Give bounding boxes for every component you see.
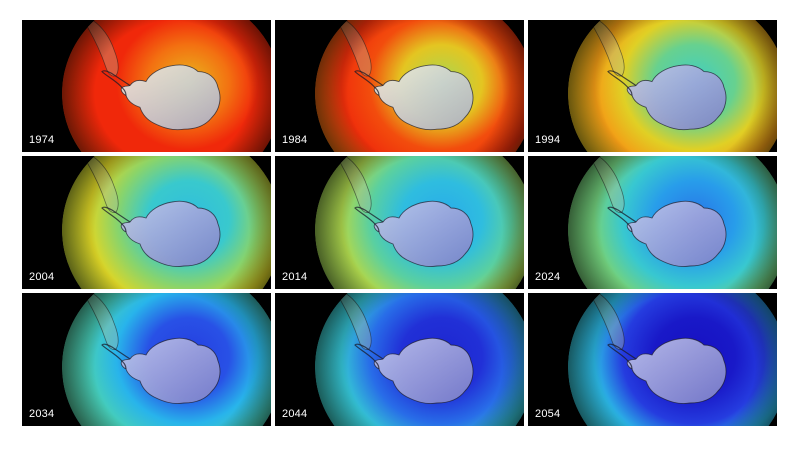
globe-panel-2004: 2004 xyxy=(22,156,271,289)
globe-shading xyxy=(315,293,524,426)
globe-panel-1994: 1994 xyxy=(528,20,777,152)
year-label: 1974 xyxy=(29,134,55,146)
globe-panel-2044: 2044 xyxy=(275,293,524,426)
year-label: 2044 xyxy=(282,408,308,420)
year-label: 2014 xyxy=(282,271,308,283)
ozone-globe-image xyxy=(62,293,271,426)
globe-shading xyxy=(315,156,524,289)
globe-shading xyxy=(568,293,777,426)
globe-panel-1984: 1984 xyxy=(275,20,524,152)
ozone-globe-image xyxy=(62,20,271,152)
globe-shading xyxy=(568,20,777,152)
ozone-globe-image xyxy=(568,156,777,289)
globe-shading xyxy=(568,156,777,289)
ozone-globe-image xyxy=(568,293,777,426)
ozone-globe-image xyxy=(315,156,524,289)
ozone-globe-image xyxy=(62,156,271,289)
globe-panel-1974: 1974 xyxy=(22,20,271,152)
globe-panel-2034: 2034 xyxy=(22,293,271,426)
globe-panel-2024: 2024 xyxy=(528,156,777,289)
ozone-globe-image xyxy=(315,20,524,152)
globe-shading xyxy=(62,20,271,152)
globe-panel-2054: 2054 xyxy=(528,293,777,426)
earth-globe xyxy=(315,156,524,289)
earth-globe xyxy=(315,20,524,152)
ozone-globe-image xyxy=(315,293,524,426)
year-label: 2024 xyxy=(535,271,561,283)
earth-globe xyxy=(568,156,777,289)
globe-shading xyxy=(315,20,524,152)
earth-globe xyxy=(568,293,777,426)
ozone-globe-grid: 1974 1984 1994 2004 2014 2024 2034 2044 2054 xyxy=(22,20,778,430)
globe-panel-2014: 2014 xyxy=(275,156,524,289)
year-label: 2004 xyxy=(29,271,55,283)
earth-globe xyxy=(62,293,271,426)
globe-shading xyxy=(62,156,271,289)
year-label: 2034 xyxy=(29,408,55,420)
globe-shading xyxy=(62,293,271,426)
earth-globe xyxy=(62,156,271,289)
year-label: 1994 xyxy=(535,134,561,146)
year-label: 1984 xyxy=(282,134,308,146)
year-label: 2054 xyxy=(535,408,561,420)
earth-globe xyxy=(315,293,524,426)
earth-globe xyxy=(568,20,777,152)
earth-globe xyxy=(62,20,271,152)
ozone-globe-image xyxy=(568,20,777,152)
